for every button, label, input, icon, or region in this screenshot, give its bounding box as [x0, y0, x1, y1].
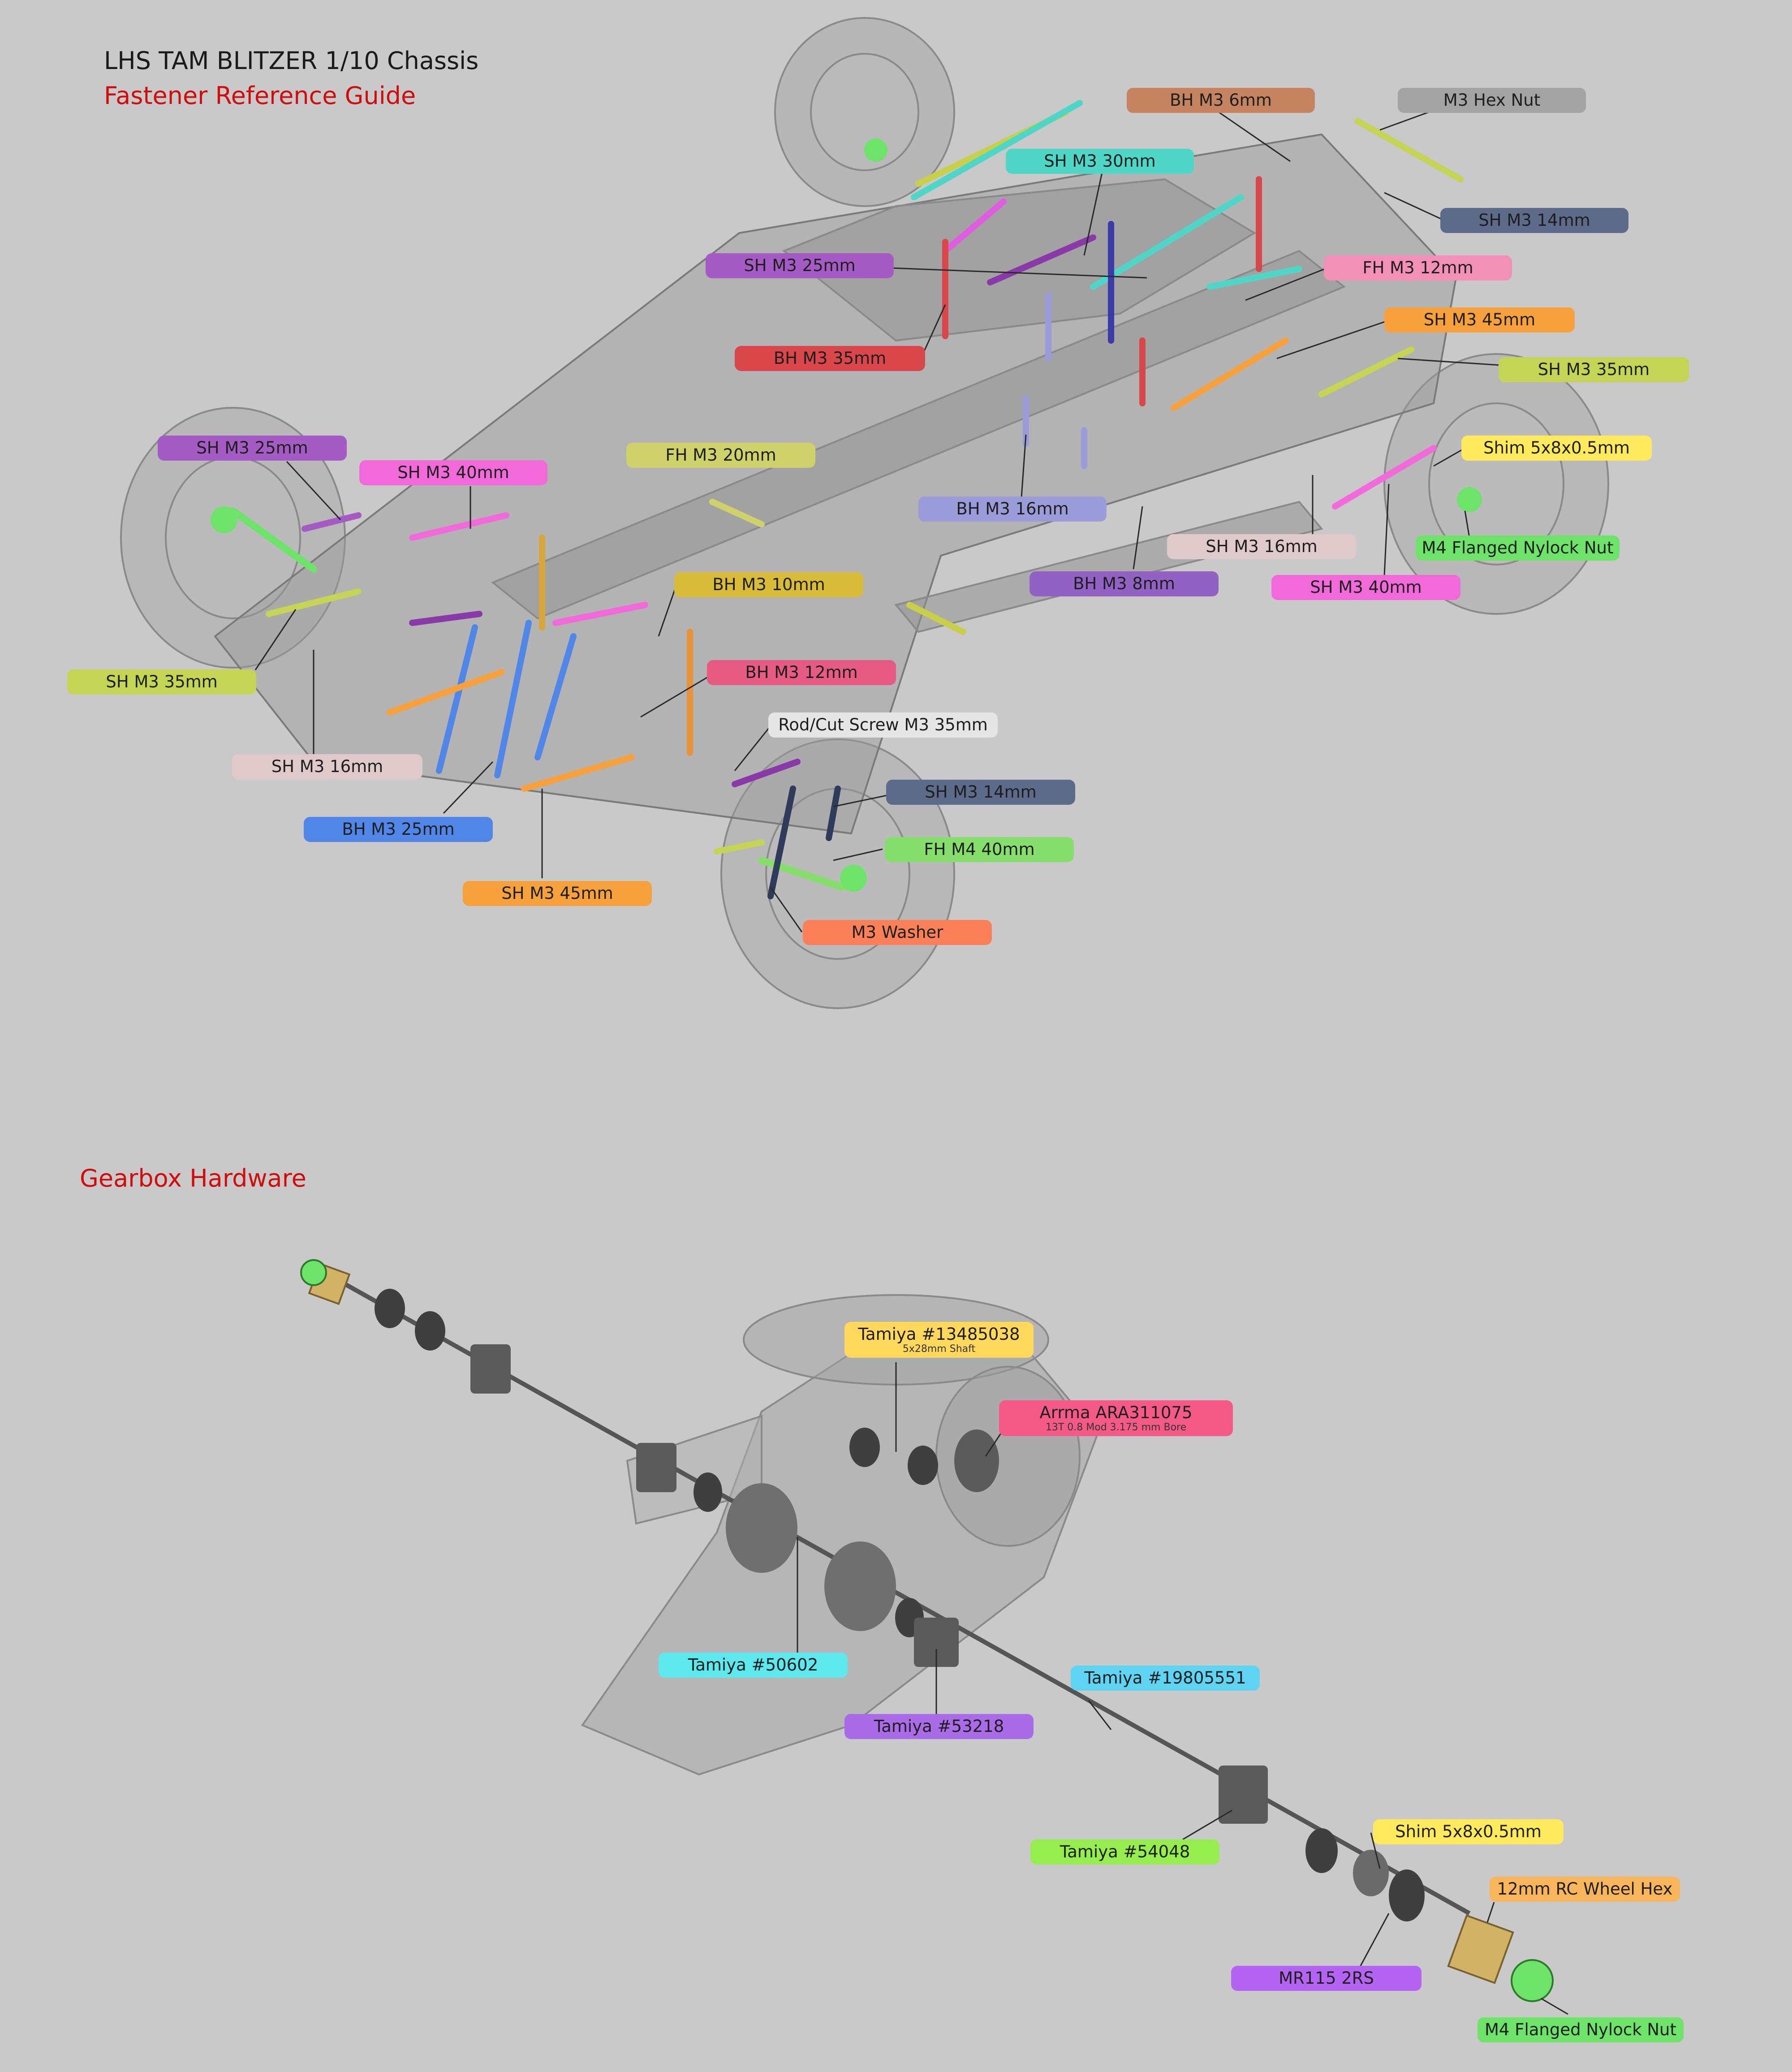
callout-sh-m3-35mm-top: SH M3 35mm	[1499, 357, 1689, 382]
callout-bh-m3-8mm: BH M3 8mm	[1030, 571, 1219, 596]
callout-tamiya-13485038-sub: 5x28mm Shaft	[902, 1343, 976, 1355]
gearbox-parts	[300, 1259, 1554, 2002]
callout-tamiya-50602: Tamiya #50602	[659, 1653, 848, 1678]
callout-mr115: MR115 2RS	[1231, 1966, 1422, 1991]
callout-arrma-ara311075-label: Arrma ARA311075	[1039, 1403, 1193, 1422]
diff-gear-left	[726, 1483, 797, 1573]
pinion-gear	[954, 1429, 999, 1492]
callout-arrma-ara311075: Arrma ARA311075 13T 0.8 Mod 3.175 mm Bor…	[999, 1400, 1233, 1436]
callout-fh-m3-12mm: FH M3 12mm	[1324, 255, 1512, 281]
driveshaft	[339, 1279, 1471, 1916]
callout-arrma-ara311075-sub: 13T 0.8 Mod 3.175 mm Bore	[1045, 1422, 1187, 1433]
chassis-leader-lines	[254, 111, 1501, 932]
gearbox-assembly	[581, 1294, 1099, 1776]
callout-sh-m3-45mm-top: SH M3 45mm	[1384, 307, 1575, 332]
callout-fh-m3-20mm: FH M3 20mm	[626, 443, 815, 468]
callout-sh-m3-30mm: SH M3 30mm	[1006, 149, 1194, 174]
callout-bh-m3-16mm: BH M3 16mm	[918, 496, 1107, 522]
callout-tamiya-54048: Tamiya #54048	[1030, 1839, 1219, 1865]
diff-gear-right	[824, 1541, 896, 1631]
callout-tamiya-19805551: Tamiya #19805551	[1071, 1666, 1260, 1691]
callout-m3-washer: M3 Washer	[803, 920, 992, 945]
callout-m3-hex-nut: M3 Hex Nut	[1398, 88, 1586, 113]
chassis-fasteners	[211, 100, 1482, 899]
callout-bh-m3-6mm: BH M3 6mm	[1127, 88, 1315, 113]
gearbox-section-title: Gearbox Hardware	[80, 1164, 306, 1192]
callout-sh-m3-45mm-bottom: SH M3 45mm	[463, 881, 652, 906]
callout-sh-m3-35mm-left: SH M3 35mm	[67, 669, 256, 695]
callout-tamiya-13485038-label: Tamiya #13485038	[858, 1325, 1020, 1344]
callout-sh-m3-14mm-top: SH M3 14mm	[1440, 208, 1628, 233]
callout-shim-top: Shim 5x8x0.5mm	[1461, 436, 1652, 461]
callout-bh-m3-25mm: BH M3 25mm	[304, 817, 493, 842]
callout-bh-m3-35mm: BH M3 35mm	[735, 346, 925, 371]
callout-shim-gearbox: Shim 5x8x0.5mm	[1373, 1819, 1564, 1844]
callout-rod-cut-screw: Rod/Cut Screw M3 35mm	[768, 712, 998, 738]
callout-sh-m3-25mm-left: SH M3 25mm	[158, 436, 347, 461]
callout-bh-m3-12mm: BH M3 12mm	[707, 660, 896, 685]
callout-tamiya-13485038: Tamiya #13485038 5x28mm Shaft	[844, 1322, 1034, 1358]
callout-sh-m3-40mm-left: SH M3 40mm	[359, 460, 547, 485]
chassis-assembly	[120, 17, 1609, 1009]
page-subtitle: Fastener Reference Guide	[104, 82, 416, 110]
callout-bh-m3-10mm: BH M3 10mm	[674, 572, 863, 597]
callout-sh-m3-16mm-left: SH M3 16mm	[232, 754, 422, 779]
callout-sh-m3-25mm-top: SH M3 25mm	[706, 253, 894, 278]
page-title: LHS TAM BLITZER 1/10 Chassis	[104, 47, 479, 75]
callout-sh-m3-14mm-bottom: SH M3 14mm	[886, 780, 1075, 805]
callout-sh-m3-40mm-right: SH M3 40mm	[1271, 575, 1460, 600]
callout-sh-m3-16mm-right: SH M3 16mm	[1167, 534, 1356, 559]
callout-m4-nut-gearbox: M4 Flanged Nylock Nut	[1478, 2017, 1684, 2042]
callout-m4-nut-top: M4 Flanged Nylock Nut	[1416, 535, 1620, 561]
callout-tamiya-53218: Tamiya #53218	[844, 1714, 1034, 1739]
chassis-plate	[214, 133, 1457, 835]
callout-wheel-hex: 12mm RC Wheel Hex	[1490, 1877, 1680, 1902]
callout-fh-m4-40mm: FH M4 40mm	[885, 837, 1074, 862]
